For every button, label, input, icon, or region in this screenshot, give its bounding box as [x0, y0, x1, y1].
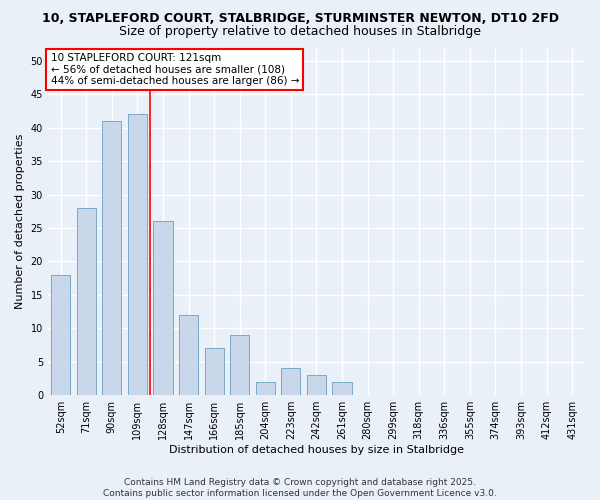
Bar	[307, 375, 326, 395]
Text: 10 STAPLEFORD COURT: 121sqm
← 56% of detached houses are smaller (108)
44% of se: 10 STAPLEFORD COURT: 121sqm ← 56% of det…	[50, 52, 299, 86]
X-axis label: Distribution of detached houses by size in Stalbridge: Distribution of detached houses by size …	[169, 445, 464, 455]
Y-axis label: Number of detached properties: Number of detached properties	[15, 134, 25, 309]
Bar	[230, 335, 250, 395]
Bar	[128, 114, 147, 395]
Bar	[102, 121, 121, 395]
Bar	[256, 382, 275, 395]
Bar	[51, 275, 70, 395]
Text: Contains HM Land Registry data © Crown copyright and database right 2025.
Contai: Contains HM Land Registry data © Crown c…	[103, 478, 497, 498]
Text: Size of property relative to detached houses in Stalbridge: Size of property relative to detached ho…	[119, 25, 481, 38]
Bar	[205, 348, 224, 395]
Bar	[77, 208, 96, 395]
Text: 10, STAPLEFORD COURT, STALBRIDGE, STURMINSTER NEWTON, DT10 2FD: 10, STAPLEFORD COURT, STALBRIDGE, STURMI…	[41, 12, 559, 26]
Bar	[179, 315, 198, 395]
Bar	[281, 368, 301, 395]
Bar	[154, 222, 173, 395]
Bar	[332, 382, 352, 395]
